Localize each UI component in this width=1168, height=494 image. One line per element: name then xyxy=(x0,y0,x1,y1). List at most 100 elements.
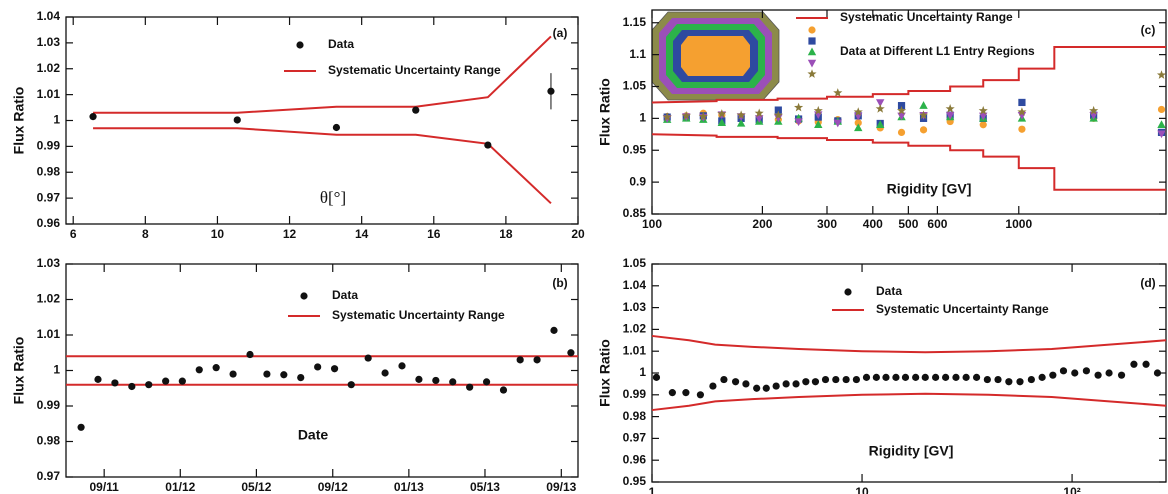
data-point xyxy=(921,373,929,381)
data-point xyxy=(1156,70,1167,79)
data-point xyxy=(696,391,705,399)
data-point xyxy=(499,386,508,394)
data-point xyxy=(314,363,322,371)
y-axis-title: Flux Ratio xyxy=(597,339,613,407)
x-tick-label: 600 xyxy=(927,217,947,231)
data-point xyxy=(1005,378,1013,386)
data-point xyxy=(516,356,524,364)
y-tick-label: 0.96 xyxy=(623,452,647,466)
legend-marker xyxy=(844,288,852,296)
y-tick-label: 0.95 xyxy=(623,474,647,488)
legend-label: Data at Different L1 Entry Regions xyxy=(840,44,1035,58)
legend-label: Data xyxy=(328,37,354,51)
legend-label: Systematic Uncertainty Range xyxy=(328,63,501,77)
data-point xyxy=(1142,360,1150,368)
x-tick-label: 01/12 xyxy=(165,480,195,494)
x-tick-label: 500 xyxy=(898,217,918,231)
data-point xyxy=(1094,371,1102,379)
data-point xyxy=(432,376,440,385)
panel-label: (a) xyxy=(553,26,568,40)
y-tick-label: 0.98 xyxy=(37,164,61,178)
data-point xyxy=(212,364,220,372)
data-point xyxy=(1071,369,1079,377)
data-point xyxy=(709,382,717,390)
data-point xyxy=(263,370,271,378)
y-tick-label: 1 xyxy=(639,111,646,125)
data-point xyxy=(897,112,906,121)
x-tick-label: 18 xyxy=(499,227,513,241)
data-point xyxy=(754,108,764,118)
data-point xyxy=(901,373,910,381)
data-point xyxy=(482,378,491,386)
data-point xyxy=(897,102,906,110)
y-tick-label: 1.02 xyxy=(623,322,647,336)
data-point xyxy=(128,382,136,391)
data-point xyxy=(942,373,950,381)
data-point xyxy=(892,373,900,381)
legend-label: Data xyxy=(332,288,358,302)
y-tick-label: 1.01 xyxy=(623,343,647,357)
y-tick-label: 0.85 xyxy=(623,206,647,220)
data-point xyxy=(178,377,186,385)
panel: 0.97 0.98 0.99 1 1.01 1.02 1.03 09/11 01/12 05/12… xyxy=(11,256,579,494)
data-point xyxy=(381,369,389,377)
data-point xyxy=(1157,105,1166,114)
y-tick-label: 1.01 xyxy=(37,87,61,101)
data-point xyxy=(1157,120,1166,128)
data-point xyxy=(1018,125,1026,133)
legend-label: Systematic Uncertainty Range xyxy=(876,302,1049,316)
data-point xyxy=(1017,107,1027,116)
data-point xyxy=(717,118,727,127)
plot-frame xyxy=(65,263,579,478)
legend-label: Systematic Uncertainty Range xyxy=(840,10,1013,24)
data-point xyxy=(754,115,764,123)
data-point xyxy=(854,123,863,132)
data-point xyxy=(919,126,928,134)
data-point xyxy=(1105,369,1113,377)
y-tick-label: 0.97 xyxy=(623,431,647,445)
x-tick-label: 100 xyxy=(642,217,662,231)
panel-label: (d) xyxy=(1140,276,1155,290)
data-point xyxy=(782,380,790,388)
data-point xyxy=(1059,367,1068,375)
x-tick-label: 10² xyxy=(1063,485,1080,494)
data-point xyxy=(1082,367,1091,375)
x-axis-title: θ[°] xyxy=(320,188,346,207)
data-point xyxy=(533,356,541,364)
data-point xyxy=(983,375,991,384)
data-point xyxy=(731,378,740,386)
data-point xyxy=(89,113,97,121)
y-tick-label: 1 xyxy=(53,113,60,127)
y-tick-label: 0.99 xyxy=(623,387,647,401)
data-point xyxy=(852,375,860,384)
data-point xyxy=(774,114,783,123)
x-tick-label: 16 xyxy=(427,227,441,241)
data-point xyxy=(979,112,988,121)
data-point xyxy=(547,87,555,95)
y-tick-label: 0.95 xyxy=(623,142,647,156)
x-tick-label: 1 xyxy=(649,485,656,494)
data-point xyxy=(398,362,406,370)
x-tick-label: 09/13 xyxy=(546,480,576,494)
data-point xyxy=(918,110,929,120)
data-point xyxy=(280,371,288,379)
data-point xyxy=(681,111,691,120)
uncertainty-line xyxy=(651,45,1166,104)
y-tick-label: 1.03 xyxy=(623,300,647,314)
data-point xyxy=(919,101,928,109)
data-point xyxy=(876,99,885,107)
detector-inset xyxy=(651,11,780,101)
x-tick-label: 05/12 xyxy=(241,480,271,494)
y-tick-label: 0.96 xyxy=(37,216,61,230)
x-tick-label: 09/12 xyxy=(318,480,348,494)
x-tick-label: 300 xyxy=(817,217,837,231)
data-point xyxy=(550,326,558,334)
data-point xyxy=(717,109,727,118)
data-point xyxy=(912,373,920,381)
data-point xyxy=(773,110,783,120)
data-point xyxy=(832,375,840,384)
data-point xyxy=(932,373,940,381)
plot-frame xyxy=(651,9,1167,215)
data-point xyxy=(330,365,339,373)
uncertainty-line xyxy=(651,133,1166,191)
